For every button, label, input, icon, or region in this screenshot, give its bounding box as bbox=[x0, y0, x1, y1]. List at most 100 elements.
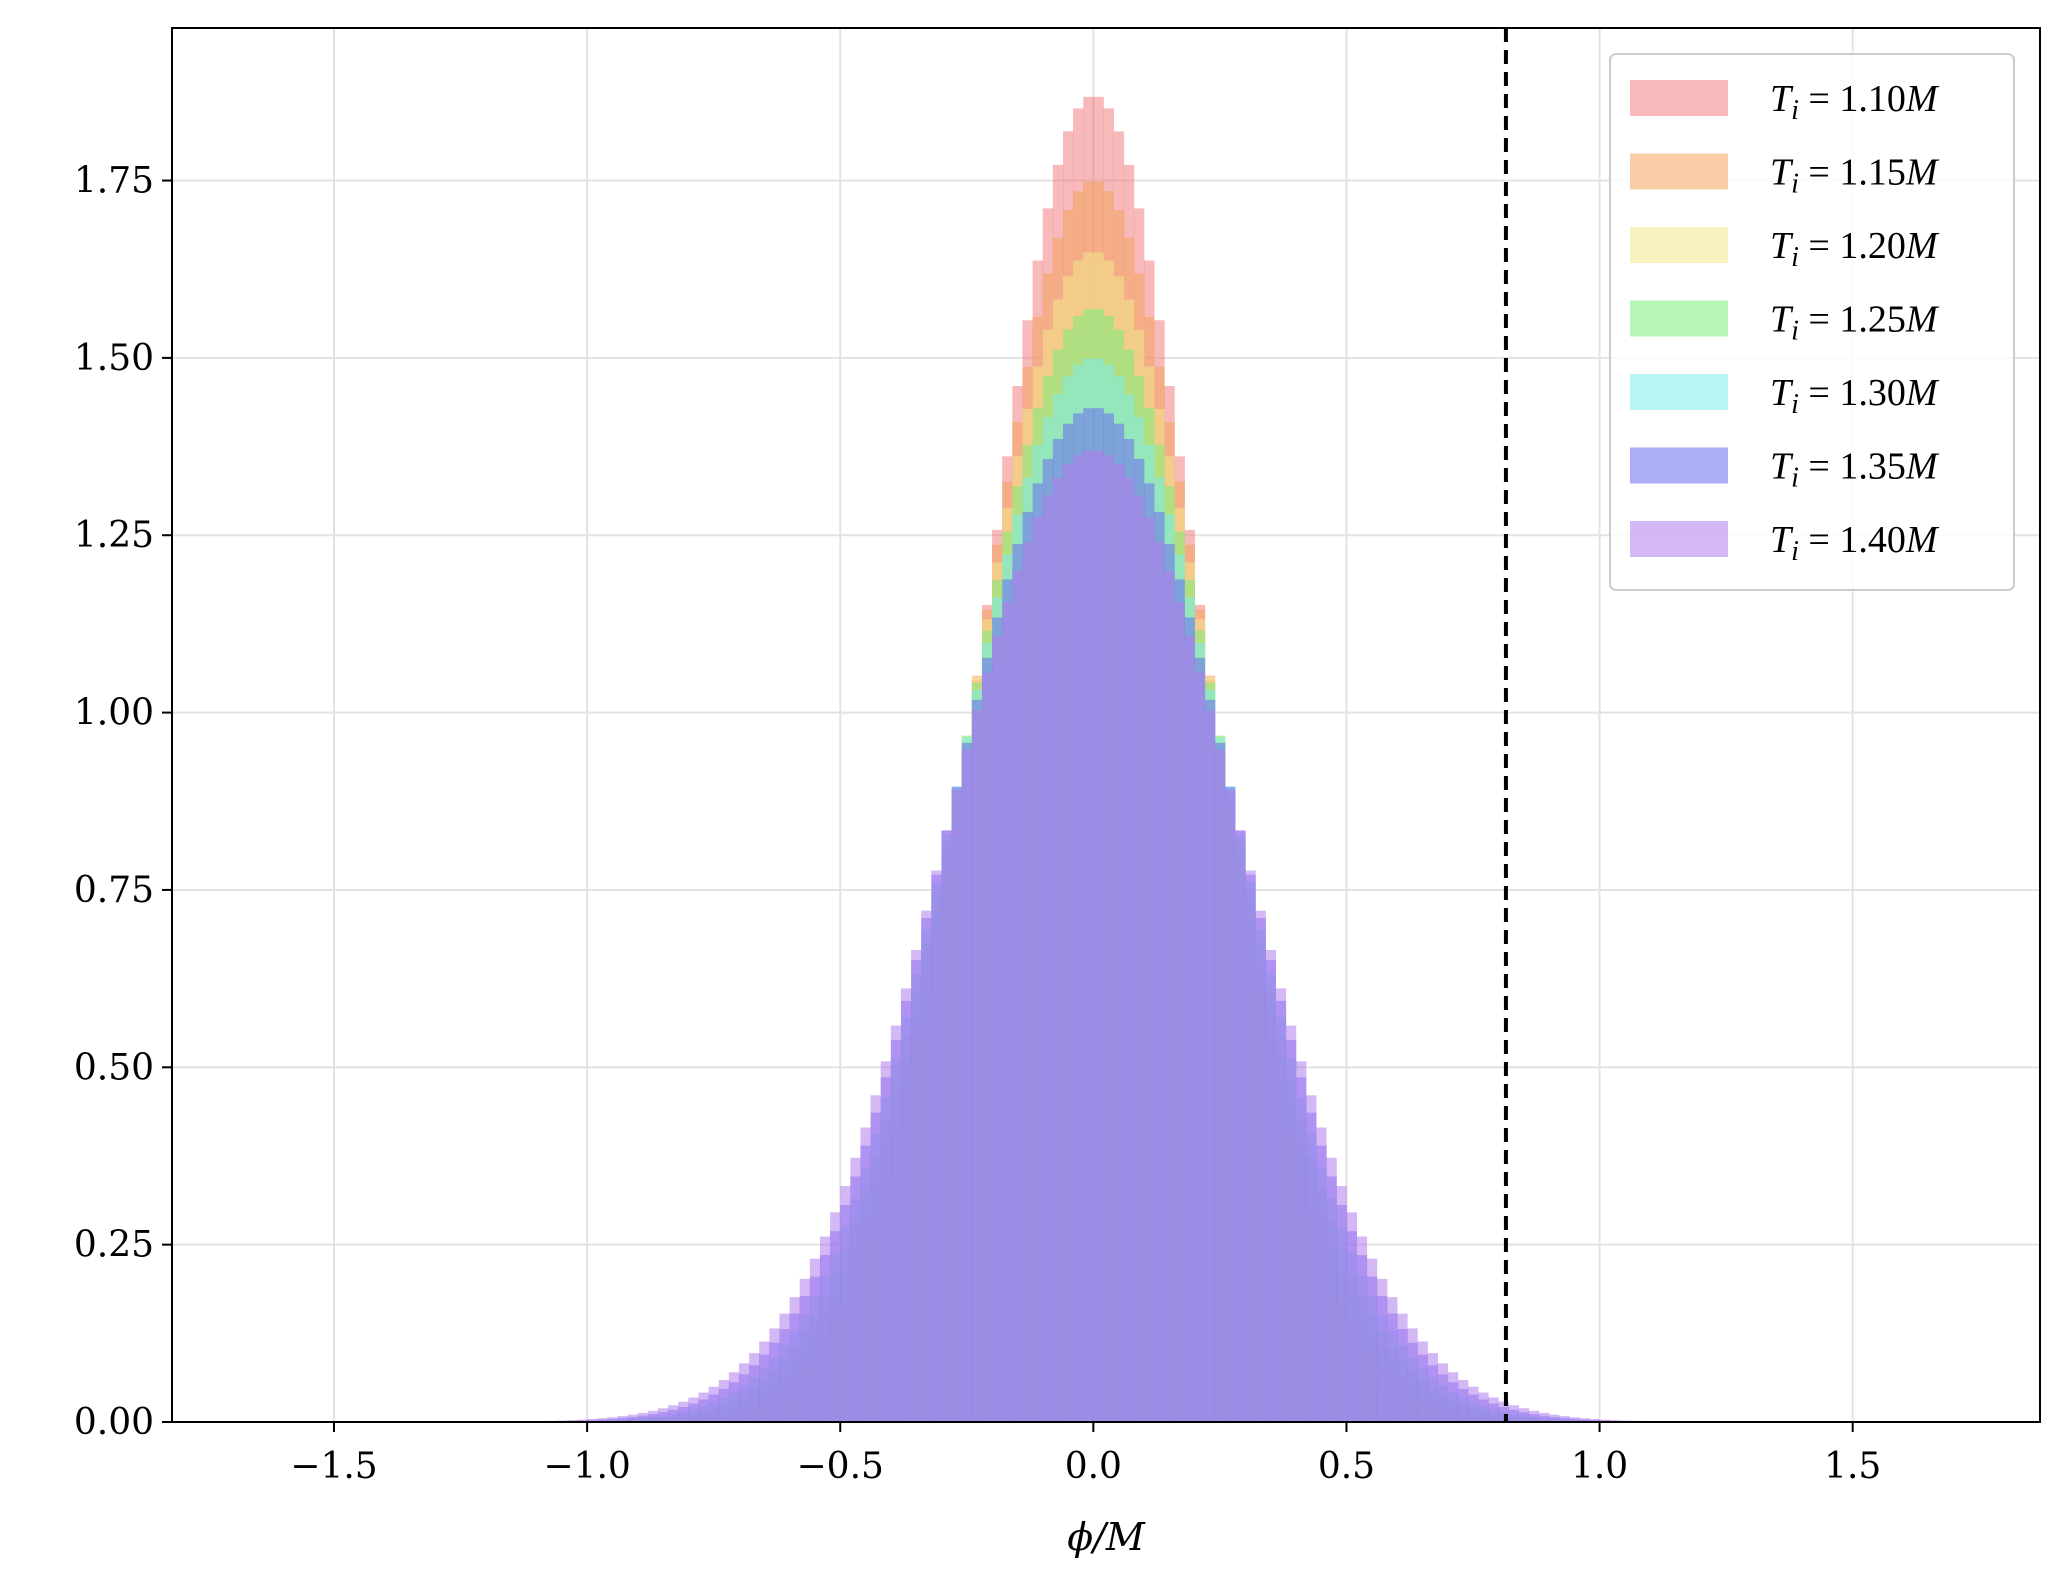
histogram-bar bbox=[870, 1095, 882, 1422]
histogram-bar bbox=[1457, 1380, 1469, 1422]
y-tick-label: 1.50 bbox=[74, 338, 154, 379]
histogram-bar bbox=[759, 1341, 770, 1422]
legend-entry: Ti = 1.40M bbox=[1630, 519, 1940, 567]
histogram-bar bbox=[1376, 1278, 1388, 1422]
legend-swatch bbox=[1630, 521, 1728, 557]
legend-label: Ti = 1.40M bbox=[1770, 519, 1940, 567]
histogram-bar bbox=[1366, 1258, 1378, 1422]
histogram-bar bbox=[1478, 1392, 1489, 1422]
histogram-bar bbox=[1488, 1397, 1499, 1422]
histogram-bar bbox=[688, 1397, 699, 1422]
y-tick-label: 0.75 bbox=[74, 870, 154, 911]
histogram-bar bbox=[1407, 1328, 1418, 1422]
plot-frame bbox=[171, 27, 2041, 1423]
series-7-bars bbox=[546, 450, 1641, 1422]
histogram-bar bbox=[1336, 1186, 1347, 1422]
histogram-bar bbox=[587, 1419, 598, 1422]
x-tick-label: −0.5 bbox=[797, 1446, 884, 1487]
histogram-bar bbox=[809, 1258, 821, 1422]
histogram-bar bbox=[678, 1401, 689, 1422]
histogram-bar bbox=[1386, 1297, 1398, 1422]
histogram-bar bbox=[1224, 789, 1236, 1422]
histogram-bar bbox=[637, 1412, 649, 1422]
histogram-bar bbox=[1528, 1410, 1540, 1422]
histogram-bar bbox=[850, 1157, 861, 1422]
histogram-bar bbox=[576, 1419, 588, 1422]
x-axis-label: ϕ/M bbox=[1067, 1515, 1146, 1559]
histogram-bar bbox=[1113, 464, 1125, 1422]
histogram-bar bbox=[718, 1380, 730, 1422]
histogram-bar bbox=[1417, 1341, 1428, 1422]
histogram-bar bbox=[708, 1386, 720, 1422]
legend-entry: Ti = 1.20M bbox=[1630, 225, 1940, 273]
histogram-bar bbox=[1579, 1418, 1590, 1422]
histogram-bar bbox=[1235, 830, 1246, 1422]
histogram-bar bbox=[617, 1416, 629, 1422]
histogram-bar bbox=[1599, 1419, 1611, 1422]
legend-swatch bbox=[1630, 300, 1728, 337]
histogram-bar bbox=[1093, 450, 1104, 1422]
histogram-bar bbox=[1265, 950, 1276, 1422]
histogram-bar bbox=[1154, 542, 1165, 1422]
histogram-bar bbox=[1518, 1408, 1530, 1422]
histogram-bar bbox=[1002, 602, 1013, 1422]
histogram-bar bbox=[911, 950, 922, 1422]
y-tick-label: 0.00 bbox=[74, 1402, 154, 1443]
histogram-bar bbox=[1255, 910, 1266, 1422]
y-tick-label: 0.25 bbox=[74, 1225, 154, 1266]
histogram-bar bbox=[1295, 1061, 1307, 1422]
histogram-bar bbox=[1569, 1417, 1580, 1422]
histogram-bar bbox=[1397, 1313, 1408, 1422]
histogram-bar bbox=[921, 910, 932, 1422]
histogram-bar bbox=[779, 1313, 790, 1422]
histogram-bar bbox=[1508, 1405, 1519, 1422]
histogram-bar bbox=[698, 1392, 709, 1422]
x-tick-label: 0.5 bbox=[1318, 1446, 1375, 1487]
histogram-bar bbox=[769, 1328, 780, 1422]
histogram-bar bbox=[1083, 450, 1094, 1422]
y-tick-label: 0.50 bbox=[74, 1047, 154, 1088]
y-tick-label: 1.25 bbox=[74, 515, 154, 556]
histogram-bar bbox=[1538, 1412, 1550, 1422]
histogram-bar bbox=[789, 1297, 801, 1422]
histogram-bar bbox=[1559, 1416, 1570, 1422]
histogram-bar bbox=[830, 1212, 841, 1422]
histogram-bar bbox=[1103, 455, 1114, 1422]
x-tick-label: 1.5 bbox=[1824, 1446, 1881, 1487]
legend-entry: Ti = 1.35M bbox=[1630, 446, 1940, 494]
histogram-bar bbox=[951, 789, 963, 1422]
histogram-bar bbox=[1143, 517, 1155, 1422]
x-axis-ticks: −1.5 −1.0 −0.5 0.0 0.5 1.0 1.5 bbox=[290, 1422, 1881, 1487]
histogram-bar bbox=[1427, 1353, 1438, 1422]
histogram-bar bbox=[1164, 570, 1175, 1422]
histogram-bar bbox=[1245, 870, 1256, 1422]
histogram-bar bbox=[819, 1236, 831, 1422]
x-tick-label: 0.0 bbox=[1065, 1446, 1122, 1487]
legend-entry: Ti = 1.15M bbox=[1630, 152, 1940, 200]
histogram-bar bbox=[1326, 1157, 1337, 1422]
histogram-bar bbox=[1073, 455, 1084, 1422]
histogram-bar bbox=[1032, 517, 1044, 1422]
histogram-bar bbox=[1467, 1386, 1479, 1422]
legend: Ti = 1.10M Ti = 1.15M Ti = 1.20M Ti = 1.25M… bbox=[1609, 53, 2015, 591]
legend-label: Ti = 1.15M bbox=[1770, 152, 1940, 200]
histogram-bar bbox=[941, 830, 952, 1422]
histogram-bar bbox=[1316, 1127, 1327, 1422]
histogram-bar bbox=[840, 1186, 851, 1422]
legend-label: Ti = 1.25M bbox=[1770, 299, 1940, 347]
histogram-bar bbox=[1123, 477, 1135, 1422]
legend-label: Ti = 1.35M bbox=[1770, 446, 1940, 494]
histogram-bar bbox=[1275, 988, 1287, 1422]
histogram-bar bbox=[992, 636, 1003, 1422]
legend-entry: Ti = 1.10M bbox=[1630, 78, 1940, 126]
y-axis-ticks: 0.00 0.25 0.50 0.75 1.00 1.25 1.50 1.75 bbox=[74, 161, 172, 1443]
histogram-bar bbox=[1447, 1372, 1459, 1422]
histogram-bar bbox=[1285, 1025, 1297, 1422]
histogram-bar bbox=[931, 870, 942, 1422]
legend-entry: Ti = 1.25M bbox=[1630, 299, 1940, 347]
histogram-bar bbox=[1133, 495, 1145, 1422]
y-tick-label: 1.75 bbox=[74, 161, 154, 202]
y-tick-label: 1.00 bbox=[74, 693, 154, 734]
legend-swatch bbox=[1630, 227, 1728, 263]
